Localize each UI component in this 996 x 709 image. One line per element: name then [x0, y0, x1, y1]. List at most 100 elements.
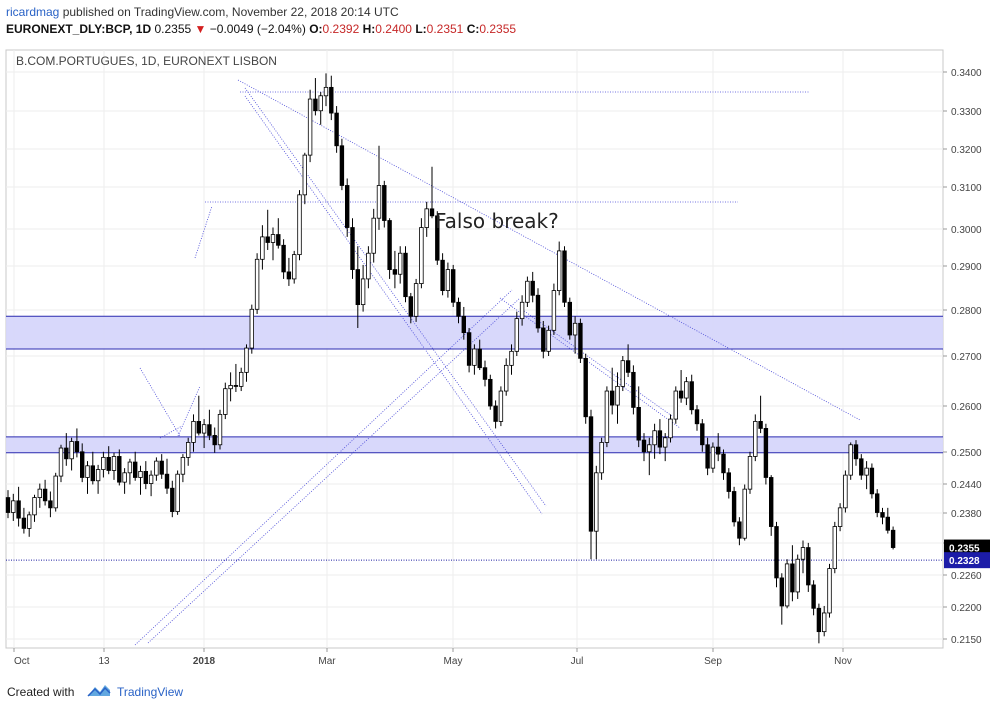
symbol-line: EURONEXT_DLY:BCP, 1D 0.2355 ▼ −0.0049 (−…: [6, 22, 516, 36]
y-tick-label: 0.3300: [951, 107, 982, 118]
x-tick-label: Jul: [571, 656, 584, 667]
time-axis[interactable]: Oct 13 2018 Mar May Jul Sep Nov: [13, 648, 852, 667]
candle-body: [790, 563, 795, 593]
candle-body: [557, 250, 562, 292]
zone-0: [6, 316, 943, 349]
candle-body: [323, 86, 329, 97]
candle-body: [207, 424, 212, 436]
candle-body: [769, 477, 774, 527]
candle-body: [535, 294, 541, 329]
candle-body: [286, 271, 292, 280]
candle-body: [758, 421, 763, 429]
author-link[interactable]: ricardmag: [6, 5, 60, 19]
candle-body: [625, 360, 631, 373]
candle-body: [435, 215, 440, 261]
x-tick-label: Mar: [318, 656, 336, 667]
candle-body: [74, 441, 80, 453]
candle-body: [85, 465, 90, 478]
trendline: [194, 205, 213, 259]
candle-body: [456, 301, 461, 317]
y-tick-label: 0.2600: [951, 402, 982, 413]
candle-body: [249, 308, 254, 349]
candle-body: [175, 473, 180, 512]
candle-body: [228, 385, 233, 390]
candle-body: [562, 250, 567, 303]
candle-body: [784, 563, 790, 607]
candle-body: [450, 269, 456, 303]
candle-body: [376, 185, 382, 219]
y-tick-label: 0.2900: [951, 262, 982, 273]
trendline: [159, 425, 183, 439]
chart-title: B.COM.PORTUGUES, 1D, EURONEXT LISBON: [16, 54, 277, 68]
candle-body: [212, 435, 217, 446]
candle-body: [106, 456, 111, 471]
close-label: C:: [466, 22, 480, 36]
candle-body: [747, 456, 753, 490]
candle-body: [684, 381, 689, 399]
candle-body: [668, 418, 673, 439]
x-tick-label: 13: [98, 656, 110, 667]
candle-body: [334, 112, 339, 147]
price-axis[interactable]: 0.3400 0.3300 0.3200 0.3100 0.3000 0.2900 0.28…: [943, 68, 990, 646]
candle-body: [143, 471, 148, 484]
candle-body: [217, 414, 223, 446]
level-price-label: 0.2328: [949, 556, 980, 567]
y-tick-label: 0.2380: [951, 509, 982, 520]
candle-body: [673, 390, 678, 420]
candle-body: [875, 493, 880, 513]
low-label: L:: [415, 22, 427, 36]
y-tick-label: 0.3100: [951, 183, 982, 194]
candle-body: [313, 98, 318, 112]
candle-body: [244, 347, 249, 373]
candle-body: [382, 185, 387, 221]
candle-body: [413, 283, 419, 317]
candle-body: [90, 465, 95, 482]
candle-body: [191, 421, 196, 443]
candle-body: [138, 471, 143, 478]
tradingview-logo-icon[interactable]: [86, 681, 112, 701]
last-price-badge: [944, 539, 990, 556]
candle-body: [445, 269, 451, 292]
candle-body: [223, 388, 228, 415]
trendline: [147, 297, 521, 644]
y-tick-label: 0.2150: [951, 635, 982, 646]
candle-body: [69, 441, 74, 460]
candle-body: [837, 507, 843, 527]
candle-body: [461, 315, 466, 334]
x-tick-label: Sep: [704, 656, 722, 667]
high-value: 0.2400: [375, 22, 412, 36]
candle-body: [265, 236, 270, 243]
published-text: published on TradingView.com, November 2…: [62, 5, 399, 19]
annotation-falso-break[interactable]: Falso break?: [435, 209, 559, 233]
candle-body: [58, 447, 64, 477]
candle-body: [583, 357, 588, 418]
candle-body: [170, 487, 175, 512]
candle-body: [392, 269, 398, 275]
candle-body: [397, 252, 403, 275]
candle-body: [111, 456, 117, 471]
candle-body: [493, 405, 498, 422]
candle-body: [281, 244, 286, 273]
y-tick-label: 0.3000: [951, 225, 982, 236]
candle-body: [344, 185, 350, 228]
candle-body: [350, 227, 355, 270]
candles: [5, 73, 896, 644]
candle-body: [238, 371, 244, 387]
low-value: 0.2351: [426, 22, 464, 36]
candle-body: [599, 442, 604, 474]
candle-body: [588, 416, 594, 532]
trendline: [139, 367, 181, 437]
x-tick-label: 2018: [193, 656, 216, 667]
candle-body: [647, 444, 652, 453]
candle-body: [721, 453, 726, 474]
candle-body: [546, 329, 551, 352]
price-chart[interactable]: 0.3400 0.3300 0.3200 0.3100 0.3000 0.2900 0.28…: [0, 48, 996, 672]
candle-body: [95, 469, 101, 482]
candle-body: [260, 236, 265, 260]
candle-body: [631, 371, 636, 408]
candle-body: [180, 456, 186, 475]
tradingview-brand[interactable]: TradingView: [117, 685, 184, 699]
candle-body: [387, 220, 392, 270]
candle-body: [742, 488, 747, 539]
zone-1: [6, 436, 943, 453]
